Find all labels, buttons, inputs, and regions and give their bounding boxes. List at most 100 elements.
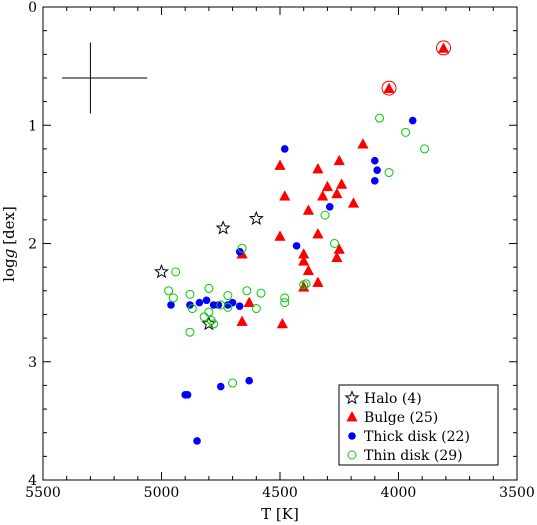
data-point [237,243,247,253]
data-point [312,162,324,174]
data-point [168,293,178,303]
data-point [333,243,345,254]
y-tick-label: 3 [28,355,37,371]
data-point [312,276,324,287]
axis-ticks [42,6,518,481]
data-point [274,230,286,241]
x-tick-label: 3500 [499,485,535,501]
axis-tick-labels: 5500 5000 4500 4000 3500 0 1 2 3 4 [25,0,535,501]
data-point [420,144,430,154]
data-point [335,178,348,189]
data-point [223,291,233,301]
x-tick-label: 4000 [381,485,417,501]
y-axis-title-log: log [0,258,18,282]
data-point [401,127,411,137]
data-point [154,264,169,279]
data-point-ring [436,40,452,56]
data-point [251,304,261,314]
error-bar-cross [61,42,148,114]
data-point [302,264,315,276]
data-point [331,251,343,263]
legend-label: Thick disk (22) [364,429,470,445]
legend-marker [346,410,358,422]
data-point [228,378,238,388]
data-point [347,197,360,208]
legend-label: Thin disk (29) [364,448,463,464]
data-point [280,145,289,153]
legend-label: Bulge (25) [364,410,438,426]
data-point [298,248,310,259]
data-point [280,298,290,308]
y-tick-label: 4 [28,473,37,489]
data-point [193,437,201,445]
y-tick-label: 1 [28,118,37,134]
data-point [279,190,291,201]
data-point [330,239,340,248]
legend-marker [344,390,360,405]
data-point [312,228,324,239]
data-point [357,138,369,149]
data-point [371,177,379,185]
x-tick-label: 4500 [262,485,298,501]
data-point [384,168,394,178]
data-point [298,255,310,266]
data-point [256,288,266,298]
data-point [276,317,289,329]
data-point [321,180,334,192]
data-point [274,159,286,170]
data-point [204,283,214,293]
data-point [164,286,174,296]
data-point [302,204,315,215]
data-point [243,296,255,307]
legend-label: Halo (4) [364,391,422,407]
data-point [228,298,237,307]
data-point [299,280,309,290]
data-point [187,304,197,314]
data-point [301,279,311,289]
y-axis-title-g: g [0,249,18,259]
data-point [202,296,211,305]
data-point [195,298,204,307]
data-point [373,166,381,174]
data-point [320,210,330,220]
data-point-ring [381,80,397,96]
data-point [375,113,385,123]
data-point [183,391,192,399]
data-point [242,286,252,296]
legend-marker [347,450,357,460]
data-point [216,382,225,391]
data-point [325,203,334,211]
data-point [185,289,195,299]
data-point [201,316,217,331]
data-point [245,376,253,385]
data-point [236,315,248,326]
y-tick-label: 2 [28,237,37,253]
y-tick-label: 0 [28,0,37,16]
data-point [209,319,219,329]
data-point [333,154,345,166]
data-point [248,210,264,226]
data-point [317,190,329,201]
data-point [331,187,343,199]
data-point [383,82,395,93]
data-point [437,42,450,53]
data-point [214,301,223,309]
data-point [235,302,244,310]
legend: Halo (4) Bulge (25) Thick disk (22) Thin di… [338,384,499,466]
x-axis-title: T [K] [261,505,299,523]
data-point [167,301,175,309]
x-tick-label: 5000 [144,485,180,501]
legend-box [338,384,499,466]
data-point [216,300,226,310]
x-tick-label: 5500 [25,485,61,501]
data-points [154,40,452,445]
data-point [215,220,231,235]
data-point [199,312,209,322]
data-point [371,156,379,165]
data-point [292,242,301,250]
legend-marker [348,432,356,440]
data-point [171,267,181,277]
data-point [280,293,290,303]
y-axis-title: logg [dex] [0,206,18,282]
